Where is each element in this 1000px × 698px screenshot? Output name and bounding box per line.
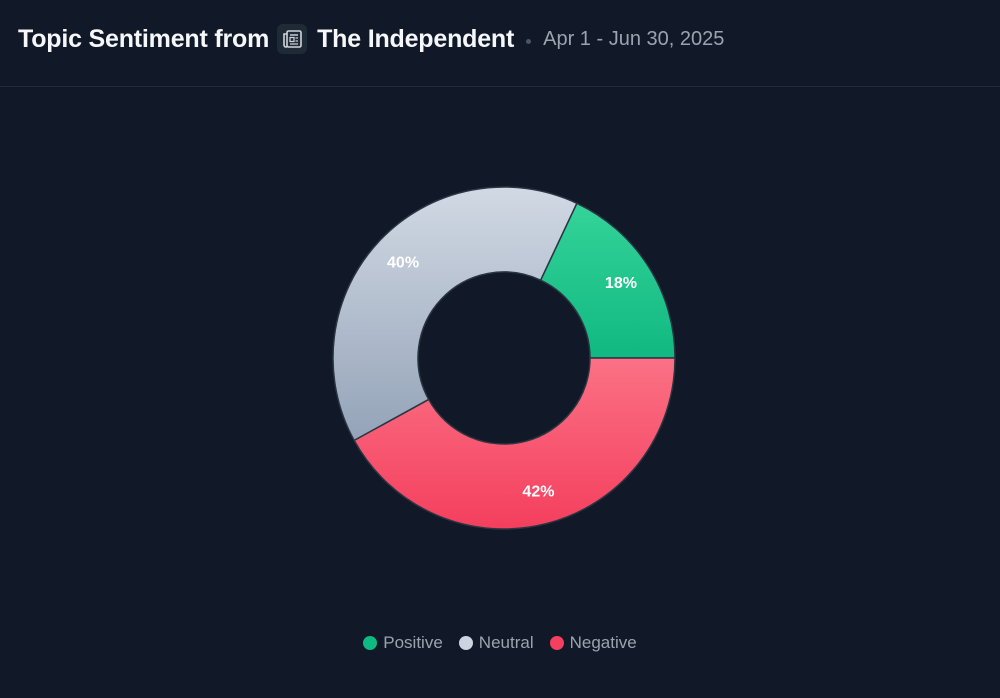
- legend-label-positive: Positive: [383, 633, 443, 652]
- slices-group: [332, 186, 676, 530]
- labels-group: 18% 42% 40%: [387, 254, 637, 500]
- legend-item-positive[interactable]: Positive: [363, 633, 443, 653]
- donut-chart: 18% 42% 40%: [332, 186, 676, 530]
- legend-swatch-negative: [549, 636, 564, 650]
- legend-swatch-positive: [363, 636, 378, 650]
- legend-label-neutral: Neutral: [478, 633, 534, 652]
- date-range: Apr 1 - Jun 30, 2025: [543, 27, 725, 50]
- legend-swatch-neutral: [458, 636, 473, 650]
- legend-label-negative: Negative: [569, 633, 637, 652]
- separator-dot: [526, 38, 532, 44]
- slice-label-positive: 18%: [605, 275, 637, 292]
- slice-positive[interactable]: [539, 202, 676, 359]
- slice-label-negative: 42%: [522, 483, 554, 500]
- newspaper-icon: [277, 24, 308, 54]
- title-row: Topic Sentiment from The Independent Apr…: [18, 22, 724, 56]
- chart-legend: Positive Neutral Negative: [0, 630, 1000, 656]
- chart-header: Topic Sentiment from The Independent Apr…: [0, 0, 1000, 87]
- legend-item-neutral[interactable]: Neutral: [458, 633, 534, 653]
- slice-negative[interactable]: [353, 357, 676, 530]
- legend-item-negative[interactable]: Negative: [549, 633, 637, 653]
- source-name: The Independent: [317, 24, 515, 53]
- chart-title: Topic Sentiment from: [18, 24, 270, 53]
- slice-neutral[interactable]: [332, 186, 578, 442]
- slice-label-neutral: 40%: [387, 254, 419, 271]
